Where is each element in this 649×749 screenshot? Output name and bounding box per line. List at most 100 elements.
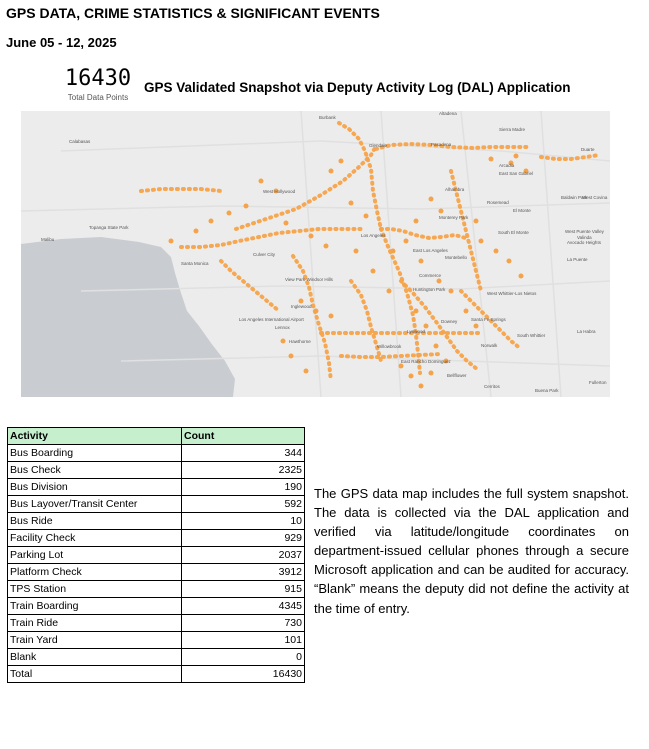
map-place-label: West Covina: [582, 195, 608, 200]
count-cell: 190: [181, 478, 305, 496]
map-place-label: Santa Fe Springs: [471, 317, 507, 322]
gps-marker: [258, 178, 264, 184]
table-row: Total 16430: [7, 665, 305, 683]
gps-marker-trail: [219, 259, 281, 313]
table-row: Train Ride 730: [7, 614, 305, 632]
gps-marker: [288, 353, 294, 359]
map-place-label: West Whittier-Los Nietos: [487, 291, 537, 296]
map-place-label: La Habra: [577, 329, 596, 334]
gps-marker: [418, 258, 424, 264]
gps-marker: [473, 218, 479, 224]
gps-marker: [338, 158, 344, 164]
activity-cell: TPS Station: [7, 580, 182, 598]
map-place-label: Los Angeles: [361, 233, 386, 238]
map-place-label: Santa Monica: [181, 261, 209, 266]
map-place-label: Lennox: [275, 325, 291, 330]
activity-cell: Parking Lot: [7, 546, 182, 564]
gps-marker-trail: [234, 144, 378, 231]
map-place-label: Arcadia: [499, 163, 515, 168]
gps-marker: [488, 156, 494, 162]
table-row: Bus Layover/Transit Center 592: [7, 495, 305, 513]
table-row: Bus Check 2325: [7, 461, 305, 479]
kpi-block: 16430 Total Data Points: [62, 66, 134, 102]
gps-marker: [403, 238, 409, 244]
gps-marker: [208, 218, 214, 224]
gps-marker-trail: [339, 352, 443, 359]
activity-cell: Train Boarding: [7, 597, 182, 615]
map-place-label: Topanga State Park: [89, 225, 129, 230]
gps-marker: [243, 203, 249, 209]
map-place-label: Lynwood: [407, 329, 425, 334]
gps-marker: [308, 233, 314, 239]
map-place-label: Norwalk: [481, 343, 498, 348]
gps-marker: [408, 373, 414, 379]
table-row: Facility Check 929: [7, 529, 305, 547]
road-line: [80, 280, 610, 292]
gps-marker: [298, 298, 304, 304]
gps-marker: [370, 268, 376, 274]
count-cell: 344: [181, 444, 305, 462]
activity-cell: Bus Check: [7, 461, 182, 479]
map-place-label: Bellflower: [447, 373, 467, 378]
map-place-label: Rosemead: [487, 200, 509, 205]
road-line: [540, 111, 562, 397]
road-line: [60, 140, 610, 162]
map-place-label: Hawthorne: [289, 339, 311, 344]
gps-marker: [428, 370, 434, 376]
ocean-area: [21, 237, 235, 397]
count-cell: 730: [181, 614, 305, 632]
map-place-label: Glendale: [369, 143, 388, 148]
count-cell: 592: [181, 495, 305, 513]
gps-marker-trail: [539, 153, 601, 161]
gps-marker: [448, 288, 454, 294]
gps-marker: [226, 210, 232, 216]
activity-cell: Blank: [7, 648, 182, 666]
gps-marker: [273, 188, 279, 194]
gps-marker: [423, 323, 429, 329]
gps-marker: [506, 258, 512, 264]
activity-cell: Facility Check: [7, 529, 182, 547]
activity-cell: Bus Ride: [7, 512, 182, 530]
gps-marker: [438, 208, 444, 214]
map-place-label: Buena Park: [535, 388, 559, 393]
gps-marker: [398, 363, 404, 369]
gps-marker: [313, 308, 319, 314]
activity-cell: Total: [7, 665, 182, 683]
map-place-label: Montebello: [445, 255, 468, 260]
table-row: Blank 0: [7, 648, 305, 666]
gps-marker: [413, 218, 419, 224]
map-place-label: La Puente: [567, 257, 588, 262]
report-title: GPS DATA, CRIME STATISTICS & SIGNIFICANT…: [6, 5, 380, 21]
activity-cell: Bus Boarding: [7, 444, 182, 462]
map-place-label: Alhambra: [445, 187, 465, 192]
activity-table: Activity Count Bus Boarding 344 Bus Check 2…: [7, 427, 305, 683]
activity-cell: Bus Division: [7, 478, 182, 496]
gps-marker-trail: [179, 227, 363, 249]
gps-marker: [478, 238, 484, 244]
table-row: Parking Lot 2037: [7, 546, 305, 564]
map-place-label: South El Monte: [498, 230, 529, 235]
map-place-label: East Rancho Dominguez: [401, 359, 452, 364]
gps-marker: [518, 273, 524, 279]
map-place-label: Valinda: [577, 235, 592, 240]
map-place-label: Inglewood: [291, 304, 312, 309]
gps-marker: [433, 343, 439, 349]
gps-marker: [463, 308, 469, 314]
map-place-label: Los Angeles International Airport: [239, 317, 305, 322]
column-header-activity: Activity: [7, 427, 182, 445]
count-cell: 915: [181, 580, 305, 598]
gps-marker: [193, 228, 199, 234]
table-row: Platform Check 3912: [7, 563, 305, 581]
kpi-value: 16430: [64, 66, 132, 91]
gps-marker: [386, 288, 392, 294]
gps-marker: [353, 248, 359, 254]
activity-cell: Train Yard: [7, 631, 182, 649]
gps-marker: [363, 213, 369, 219]
map-place-label: Monterey Park: [439, 215, 469, 220]
date-range: June 05 - 12, 2025: [6, 35, 117, 50]
gps-marker: [328, 313, 334, 319]
count-cell: 10: [181, 512, 305, 530]
count-cell: 0: [181, 648, 305, 666]
table-row: Bus Ride 10: [7, 512, 305, 530]
gps-marker: [473, 323, 479, 329]
